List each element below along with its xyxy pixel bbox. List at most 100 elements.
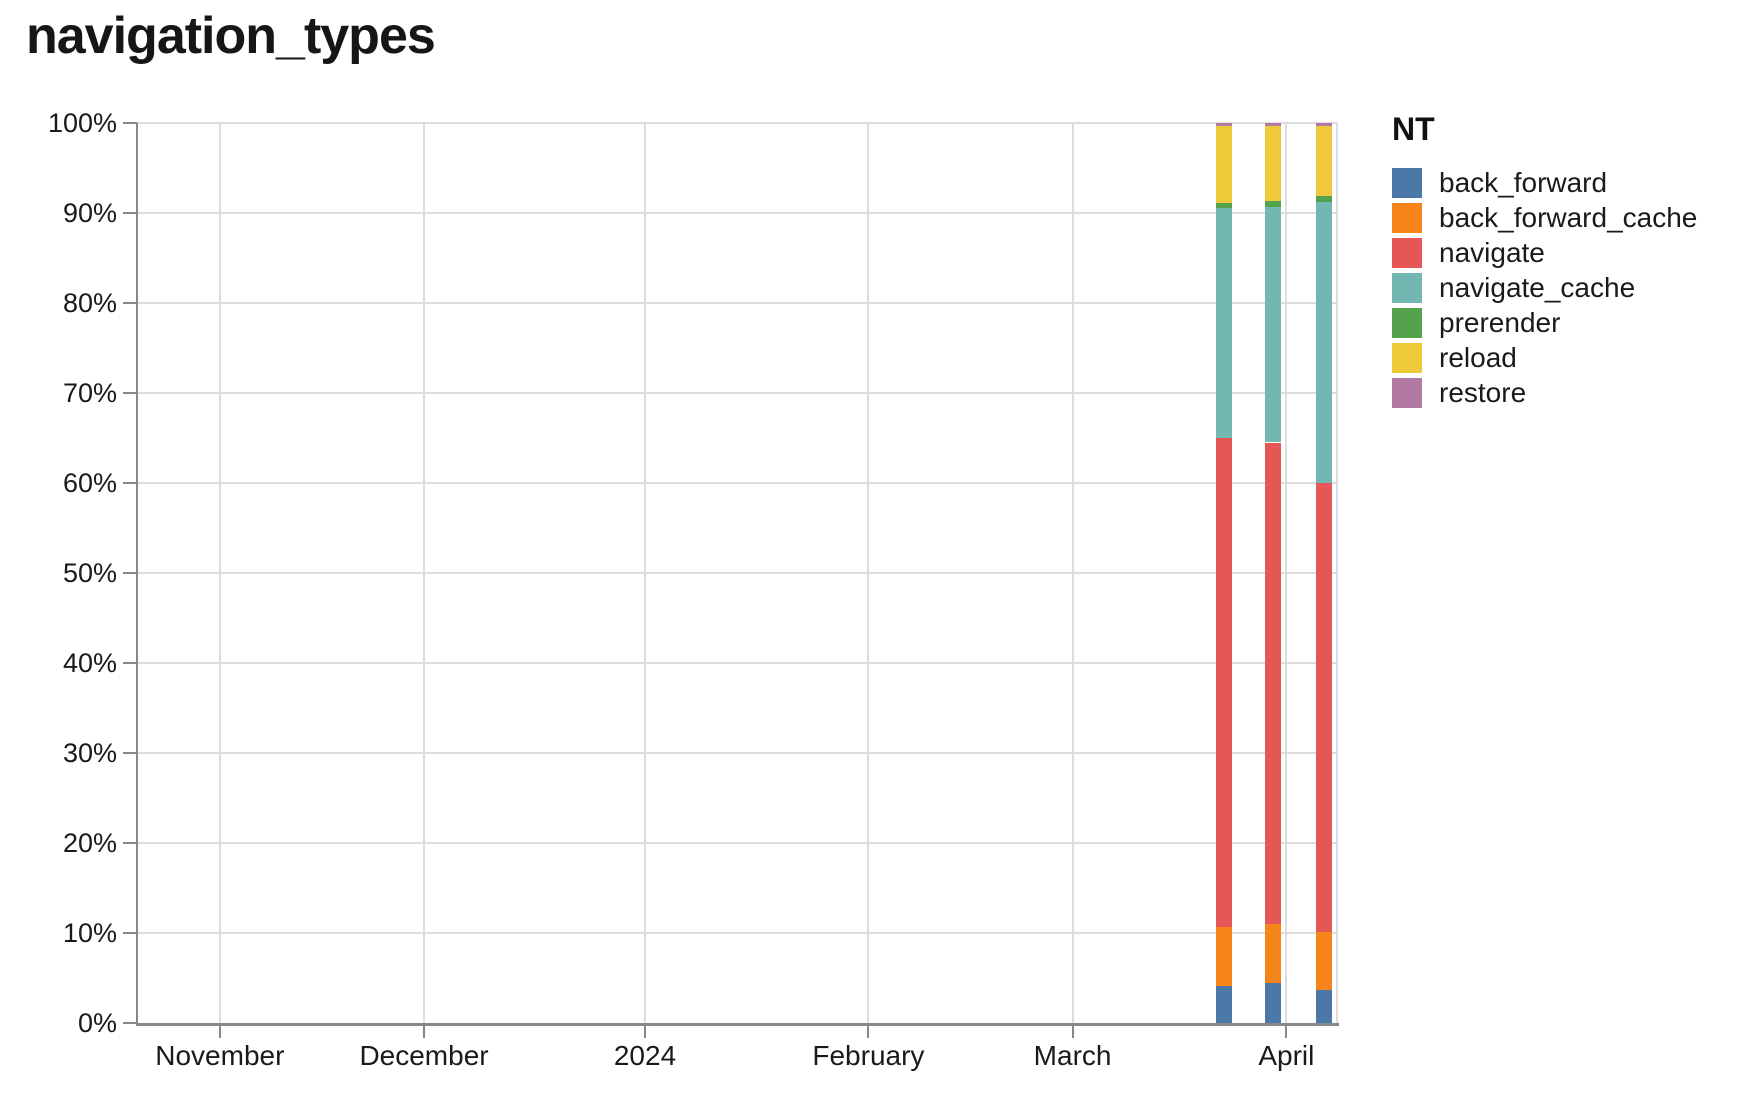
- x-gridline: [423, 123, 426, 1023]
- bar-segment-back_forward_cache: [1315, 932, 1332, 990]
- legend-item-reload: reload: [1392, 343, 1697, 373]
- x-axis-label: 2024: [613, 1040, 677, 1071]
- bar-segment-back_forward: [1315, 989, 1332, 1023]
- y-gridline: [137, 392, 1338, 394]
- legend-swatch-prerender: [1392, 308, 1422, 338]
- y-axis-label: 60%: [62, 468, 117, 498]
- y-axis-tick: [123, 1022, 137, 1024]
- y-axis-tick: [123, 572, 137, 574]
- bar-segment-navigate_cache: [1215, 207, 1232, 438]
- y-axis-tick: [123, 662, 137, 664]
- stacked-bar-2: [1265, 123, 1282, 1023]
- y-gridline: [137, 932, 1338, 934]
- bar-segment-back_forward_cache: [1215, 926, 1232, 987]
- x-axis-label: November: [155, 1040, 285, 1071]
- y-axis-label: 80%: [62, 288, 117, 318]
- legend-label: navigate_cache: [1439, 272, 1636, 303]
- x-axis-label: March: [1033, 1040, 1112, 1071]
- y-axis-tick: [123, 752, 137, 754]
- x-axis-label: February: [812, 1040, 925, 1071]
- y-axis-tick: [123, 482, 137, 484]
- legend-label: navigate: [1439, 237, 1545, 268]
- bar-segment-navigate: [1215, 438, 1232, 927]
- y-axis-label: 90%: [62, 198, 117, 228]
- y-axis-label: 10%: [62, 918, 117, 948]
- legend-label: reload: [1439, 342, 1517, 373]
- x-axis-tick: [1285, 1023, 1288, 1038]
- x-axis-tick: [644, 1023, 647, 1038]
- legend-swatch-navigate_cache: [1392, 273, 1422, 303]
- y-axis-tick: [123, 842, 137, 844]
- y-axis-label: 30%: [62, 738, 117, 768]
- bar-segment-restore: [1315, 123, 1332, 126]
- x-axis-label: December: [359, 1040, 489, 1071]
- legend-label: restore: [1439, 377, 1527, 408]
- legend-item-navigate_cache: navigate_cache: [1392, 273, 1697, 303]
- legend-items: back_forward back_forward_cache navigate na…: [1392, 168, 1697, 408]
- y-axis-line: [136, 123, 138, 1023]
- x-gridline: [644, 123, 647, 1023]
- y-gridline: [137, 572, 1338, 574]
- x-gridline-end: [1336, 123, 1338, 1023]
- x-axis-tick: [218, 1023, 221, 1038]
- bar-segment-prerender: [1315, 195, 1332, 203]
- bar-segment-navigate_cache: [1315, 202, 1332, 483]
- y-gridline: [137, 482, 1338, 484]
- bar-segment-prerender: [1265, 201, 1282, 207]
- y-axis-label: 20%: [62, 828, 117, 858]
- x-axis-label: April: [1258, 1040, 1315, 1071]
- chart-title: navigation_types: [26, 7, 436, 65]
- bar-segment-prerender: [1215, 203, 1232, 208]
- bar-segment-navigate_cache: [1265, 206, 1282, 443]
- legend-label: back_forward: [1439, 167, 1608, 198]
- x-gridline: [1071, 123, 1074, 1023]
- legend-swatch-navigate: [1392, 238, 1422, 268]
- legend-item-restore: restore: [1392, 378, 1697, 408]
- y-axis-label: 50%: [62, 558, 117, 588]
- legend-swatch-reload: [1392, 343, 1422, 373]
- y-axis-label: 40%: [62, 648, 117, 678]
- legend-item-navigate: navigate: [1392, 238, 1697, 268]
- legend-label: prerender: [1439, 307, 1561, 338]
- y-axis-tick: [123, 122, 137, 124]
- y-axis-tick: [123, 392, 137, 394]
- y-axis-label: 0%: [77, 1008, 117, 1038]
- bar-segment-reload: [1265, 125, 1282, 202]
- x-gridline: [218, 123, 221, 1023]
- y-axis-tick: [123, 932, 137, 934]
- x-gridline: [1285, 123, 1288, 1023]
- x-axis-tick: [1071, 1023, 1074, 1038]
- legend-item-back_forward: back_forward: [1392, 168, 1697, 198]
- y-gridline: [137, 662, 1338, 664]
- legend-label: back_forward_cache: [1439, 202, 1698, 233]
- legend-swatch-back_forward_cache: [1392, 203, 1422, 233]
- bar-segment-navigate: [1315, 483, 1332, 933]
- bar-segment-restore: [1265, 123, 1282, 126]
- legend-swatch-restore: [1392, 378, 1422, 408]
- y-axis-label: 100%: [47, 108, 117, 138]
- y-gridline: [137, 122, 1338, 124]
- y-axis-tick: [123, 302, 137, 304]
- x-axis-tick: [423, 1023, 426, 1038]
- bar-segment-reload: [1315, 125, 1332, 196]
- y-axis-label: 70%: [62, 378, 117, 408]
- bar-segment-navigate: [1265, 442, 1282, 924]
- bar-segment-back_forward: [1215, 986, 1232, 1023]
- y-gridline: [137, 212, 1338, 214]
- y-axis-tick: [123, 212, 137, 214]
- y-gridline: [137, 752, 1338, 754]
- stacked-bar-3: [1315, 123, 1332, 1023]
- x-axis-tick: [867, 1023, 870, 1038]
- stacked-bar-1: [1215, 123, 1232, 1023]
- x-axis-line: [136, 1023, 1339, 1026]
- y-gridline: [137, 302, 1338, 304]
- legend-item-prerender: prerender: [1392, 308, 1697, 338]
- bar-segment-reload: [1215, 125, 1232, 204]
- y-gridline: [137, 842, 1338, 844]
- legend-swatch-back_forward: [1392, 168, 1422, 198]
- bar-segment-back_forward: [1265, 982, 1282, 1023]
- legend-title: NT: [1392, 111, 1435, 147]
- legend-item-back_forward_cache: back_forward_cache: [1392, 203, 1697, 233]
